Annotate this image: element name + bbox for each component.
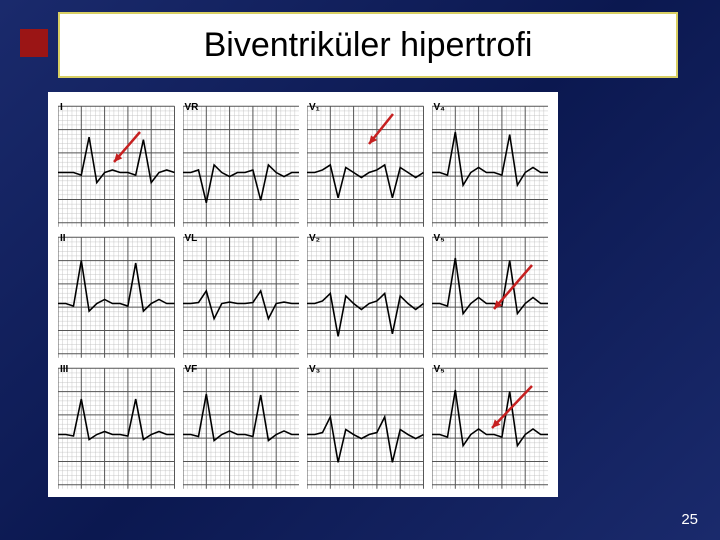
ecg-lead-cell: VL (183, 235, 300, 360)
ecg-lead-svg (58, 235, 175, 360)
ecg-lead-svg (432, 104, 549, 229)
ecg-lead-label: VR (185, 102, 199, 113)
ecg-lead-svg (183, 366, 300, 491)
pointer-arrow-icon (58, 104, 176, 226)
pointer-arrow-icon (307, 104, 425, 226)
ecg-grid: I VR V₁ V₄ II VL V₂ V₅ III VF V₃ V₅ (58, 104, 548, 491)
ecg-lead-svg (183, 104, 300, 229)
ecg-lead-cell: I (58, 104, 175, 229)
ecg-panel: I VR V₁ V₄ II VL V₂ V₅ III VF V₃ V₅ (48, 92, 558, 497)
page-number: 25 (681, 511, 698, 528)
ecg-lead-svg (307, 366, 424, 491)
title-box: Biventriküler hipertrofi (58, 12, 678, 78)
ecg-lead-cell: II (58, 235, 175, 360)
accent-square (20, 29, 48, 57)
ecg-lead-cell: VR (183, 104, 300, 229)
ecg-lead-label: II (60, 233, 66, 244)
ecg-lead-label: V₃ (309, 364, 320, 375)
ecg-lead-cell: V₅ (432, 366, 549, 491)
ecg-lead-label: VF (185, 364, 198, 375)
ecg-lead-cell: VF (183, 366, 300, 491)
ecg-lead-cell: V₃ (307, 366, 424, 491)
ecg-lead-svg (183, 235, 300, 360)
ecg-lead-cell: III (58, 366, 175, 491)
ecg-lead-label: V₂ (309, 233, 320, 244)
ecg-lead-svg (307, 235, 424, 360)
pointer-arrow-icon (432, 235, 550, 357)
pointer-arrow-icon (432, 366, 550, 488)
ecg-lead-svg (58, 366, 175, 491)
ecg-lead-cell: V₁ (307, 104, 424, 229)
ecg-lead-label: III (60, 364, 68, 375)
ecg-lead-cell: V₅ (432, 235, 549, 360)
ecg-lead-cell: V₂ (307, 235, 424, 360)
ecg-lead-label: V₄ (434, 102, 445, 113)
ecg-lead-label: VL (185, 233, 198, 244)
slide: Biventriküler hipertrofi I VR V₁ V₄ II VL V₂ V₅… (0, 0, 720, 540)
ecg-lead-cell: V₄ (432, 104, 549, 229)
slide-title: Biventriküler hipertrofi (188, 20, 549, 71)
